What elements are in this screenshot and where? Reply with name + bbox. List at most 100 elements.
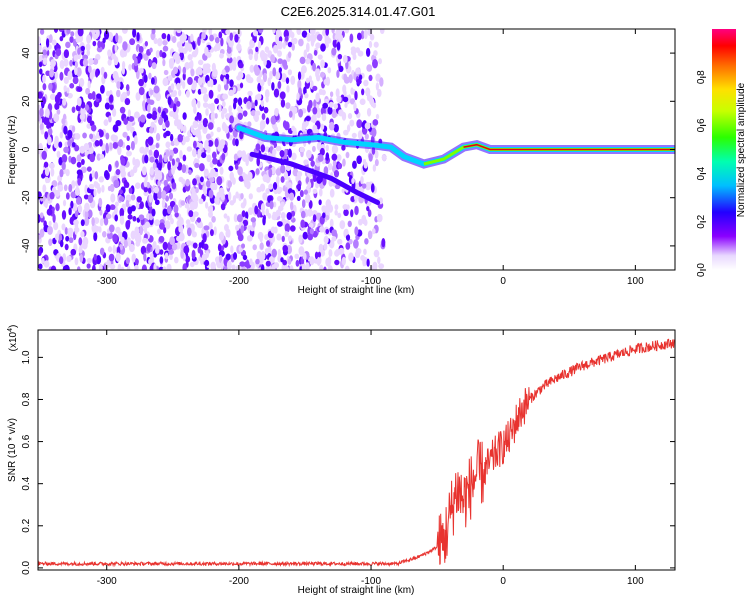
spectrogram-cell xyxy=(93,188,97,197)
spectrogram-cell xyxy=(105,132,110,140)
spectrogram-cell xyxy=(338,109,344,117)
spectrogram-cell xyxy=(204,259,210,267)
spectrogram-cell xyxy=(214,98,220,105)
spectrogram-cell xyxy=(214,196,220,205)
spectrogram-cell xyxy=(335,88,340,98)
colorbar-tick-label: 0.4 xyxy=(696,166,707,180)
spectrogram-cell xyxy=(182,154,187,162)
spectrogram-cell xyxy=(208,29,213,36)
spectrogram-cell xyxy=(232,65,237,71)
spectrogram-cell xyxy=(162,241,168,251)
spectrogram-cell xyxy=(56,150,61,159)
spectrogram-cell xyxy=(198,133,202,142)
spectrogram-cell xyxy=(218,231,225,241)
spectrogram-cell xyxy=(162,45,169,52)
spectrogram-cell xyxy=(192,211,199,218)
spectrogram-cell xyxy=(87,65,92,73)
spectrogram-cell xyxy=(313,99,317,108)
spectrogram-cell xyxy=(153,85,160,94)
spectrogram-cell xyxy=(159,256,164,264)
spectrogram-cell xyxy=(53,113,60,123)
spectrogram-cell xyxy=(63,264,70,270)
spectrogram-cell xyxy=(333,170,340,178)
x-tick-label: -100 xyxy=(361,276,381,287)
spectrogram-cell xyxy=(121,266,125,270)
spectrogram-cell xyxy=(371,228,376,235)
spectrogram-cell xyxy=(128,64,132,71)
spectrogram-cell xyxy=(219,53,224,59)
spectrogram-cell xyxy=(270,115,277,125)
spectrogram-cell xyxy=(163,179,168,187)
spectrogram-cell xyxy=(372,59,378,69)
colorbar-tick-label: 0.0 xyxy=(696,263,707,277)
spectrogram-cell xyxy=(271,81,275,91)
spectrogram-cell xyxy=(138,46,144,53)
spectrogram-cell xyxy=(191,186,195,194)
spectrogram-cell xyxy=(329,239,335,249)
spectrogram-cell xyxy=(213,171,219,178)
spectrogram-cell xyxy=(91,170,95,179)
spectrogram-cell xyxy=(337,34,344,42)
spectrogram-cell xyxy=(171,166,175,176)
spectrogram-cell xyxy=(93,253,97,261)
spectrogram-cell xyxy=(182,112,187,120)
spectrogram-cell xyxy=(191,148,197,158)
spectrogram-cell xyxy=(242,153,248,162)
spectrogram-cell xyxy=(260,203,266,212)
spectrogram-cell xyxy=(289,265,294,270)
spectrogram-cell xyxy=(63,49,70,59)
spectrogram-cell xyxy=(289,192,295,201)
spectrogram-cell xyxy=(225,29,231,35)
y-tick-label: 0.6 xyxy=(21,434,32,448)
spectrogram-cell xyxy=(73,226,80,233)
spectrogram-cell xyxy=(94,139,100,147)
spectrogram-cell xyxy=(327,265,333,270)
x-tick-label: -100 xyxy=(361,576,381,587)
spectrogram-cell xyxy=(43,116,49,126)
spectrogram-cell xyxy=(248,53,253,61)
spectrogram-cell xyxy=(68,183,73,193)
spectrogram-cell xyxy=(40,195,44,202)
spectrogram-cell xyxy=(38,91,43,99)
spectrogram-cell xyxy=(51,40,57,46)
spectrogram-cell xyxy=(324,98,329,104)
y-tick-label: 1.0 xyxy=(21,350,32,364)
spectrogram-cell xyxy=(186,146,193,152)
spectrogram-cell xyxy=(273,182,278,190)
spectrogram-cell xyxy=(266,240,271,247)
colorbar-gradient xyxy=(712,29,736,270)
spectrogram-cell xyxy=(112,244,116,254)
x-tick-label: -200 xyxy=(229,276,249,287)
spectrogram-cell xyxy=(86,166,92,172)
spectrogram-cell xyxy=(252,30,259,37)
spectrogram-cell xyxy=(214,112,218,119)
spectrogram-cell xyxy=(327,256,332,266)
spectrogram-cell xyxy=(124,98,131,106)
spectrogram-cell xyxy=(314,251,319,260)
spectrogram-cell xyxy=(169,133,174,142)
spectrogram-cell xyxy=(165,130,171,137)
spectrogram-cell xyxy=(347,220,352,228)
spectrogram-cell xyxy=(143,252,147,262)
spectrogram-cell xyxy=(151,29,156,35)
spectrogram-cell xyxy=(139,201,144,209)
spectrogram-cell xyxy=(59,239,64,248)
spectrogram-cell xyxy=(256,186,262,193)
spectrogram-cell xyxy=(99,84,105,94)
spectrogram-cell xyxy=(58,141,63,148)
spectrogram-cell xyxy=(243,261,249,268)
spectrogram-cell xyxy=(291,43,295,51)
spectrogram-cell xyxy=(76,161,82,168)
y-tick-label: -20 xyxy=(21,190,32,205)
spectrogram-cell xyxy=(331,229,335,237)
spectrogram-cell xyxy=(168,57,175,66)
spectrogram-cell xyxy=(247,90,253,97)
spectrogram-cell xyxy=(87,194,94,204)
spectrogram-cell xyxy=(371,127,377,138)
spectrogram-cell xyxy=(370,183,375,193)
spectrogram-cell xyxy=(218,103,222,113)
spectrogram-cell xyxy=(308,99,313,109)
spectrogram-cell xyxy=(358,74,363,81)
spectrogram-cell xyxy=(327,67,332,74)
spectrogram-cell xyxy=(225,229,229,238)
